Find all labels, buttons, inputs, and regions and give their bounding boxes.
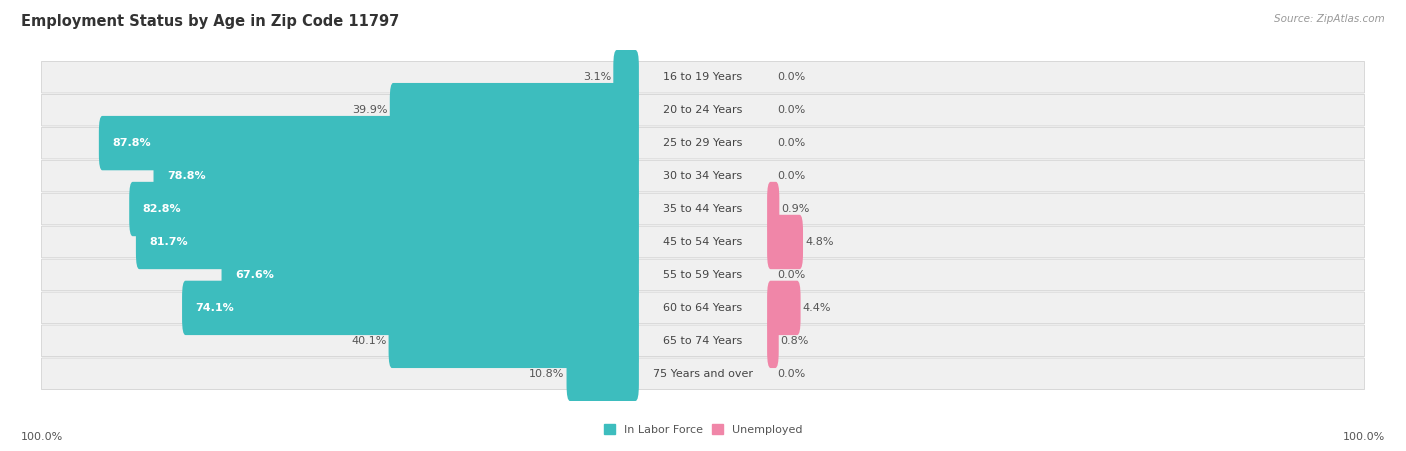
FancyBboxPatch shape: [42, 193, 1364, 225]
FancyBboxPatch shape: [42, 94, 1364, 126]
Text: 81.7%: 81.7%: [149, 237, 188, 247]
FancyBboxPatch shape: [181, 281, 638, 335]
FancyBboxPatch shape: [136, 215, 638, 269]
Text: 78.8%: 78.8%: [167, 171, 205, 181]
Text: 0.0%: 0.0%: [778, 270, 806, 280]
Text: 0.0%: 0.0%: [778, 369, 806, 379]
FancyBboxPatch shape: [42, 61, 1364, 93]
FancyBboxPatch shape: [388, 313, 638, 368]
FancyBboxPatch shape: [613, 50, 638, 104]
FancyBboxPatch shape: [42, 292, 1364, 324]
Text: 40.1%: 40.1%: [352, 336, 387, 346]
FancyBboxPatch shape: [768, 215, 803, 269]
FancyBboxPatch shape: [768, 313, 779, 368]
FancyBboxPatch shape: [222, 248, 638, 302]
Text: 75 Years and over: 75 Years and over: [652, 369, 754, 379]
Text: 60 to 64 Years: 60 to 64 Years: [664, 303, 742, 313]
Text: 20 to 24 Years: 20 to 24 Years: [664, 105, 742, 115]
FancyBboxPatch shape: [42, 160, 1364, 192]
Text: 74.1%: 74.1%: [195, 303, 235, 313]
Text: 100.0%: 100.0%: [21, 432, 63, 442]
FancyBboxPatch shape: [153, 149, 638, 203]
FancyBboxPatch shape: [42, 259, 1364, 291]
FancyBboxPatch shape: [389, 83, 638, 138]
Text: 45 to 54 Years: 45 to 54 Years: [664, 237, 742, 247]
FancyBboxPatch shape: [98, 116, 638, 170]
Text: 30 to 34 Years: 30 to 34 Years: [664, 171, 742, 181]
Text: 100.0%: 100.0%: [1343, 432, 1385, 442]
Text: 10.8%: 10.8%: [529, 369, 565, 379]
Text: 67.6%: 67.6%: [235, 270, 274, 280]
Text: 0.0%: 0.0%: [778, 138, 806, 148]
FancyBboxPatch shape: [567, 347, 638, 401]
Text: 39.9%: 39.9%: [353, 105, 388, 115]
Text: 65 to 74 Years: 65 to 74 Years: [664, 336, 742, 346]
Text: 87.8%: 87.8%: [112, 138, 150, 148]
Text: Employment Status by Age in Zip Code 11797: Employment Status by Age in Zip Code 117…: [21, 14, 399, 28]
Text: 0.0%: 0.0%: [778, 105, 806, 115]
FancyBboxPatch shape: [129, 182, 638, 236]
Text: 82.8%: 82.8%: [143, 204, 181, 214]
FancyBboxPatch shape: [768, 182, 779, 236]
FancyBboxPatch shape: [42, 226, 1364, 258]
Text: 4.8%: 4.8%: [806, 237, 834, 247]
Text: 0.9%: 0.9%: [782, 204, 810, 214]
Text: 16 to 19 Years: 16 to 19 Years: [664, 72, 742, 82]
Text: 3.1%: 3.1%: [583, 72, 612, 82]
Text: 55 to 59 Years: 55 to 59 Years: [664, 270, 742, 280]
FancyBboxPatch shape: [42, 358, 1364, 390]
FancyBboxPatch shape: [768, 281, 800, 335]
FancyBboxPatch shape: [42, 127, 1364, 159]
Text: 25 to 29 Years: 25 to 29 Years: [664, 138, 742, 148]
Text: 0.0%: 0.0%: [778, 72, 806, 82]
Text: Source: ZipAtlas.com: Source: ZipAtlas.com: [1274, 14, 1385, 23]
Legend: In Labor Force, Unemployed: In Labor Force, Unemployed: [599, 420, 807, 439]
Text: 0.8%: 0.8%: [780, 336, 808, 346]
Text: 0.0%: 0.0%: [778, 171, 806, 181]
FancyBboxPatch shape: [42, 325, 1364, 357]
Text: 4.4%: 4.4%: [803, 303, 831, 313]
Text: 35 to 44 Years: 35 to 44 Years: [664, 204, 742, 214]
